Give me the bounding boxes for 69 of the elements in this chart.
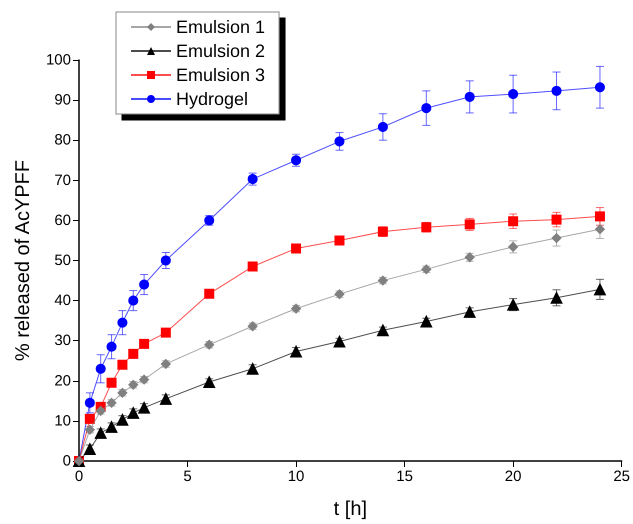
point [248,262,258,272]
point [594,82,605,92]
point [160,392,172,405]
point [464,306,476,318]
y-tick-label: 60 [54,212,71,229]
y-tick-label: 30 [54,332,71,350]
y-axis-title: % released of AcYPFF [12,160,34,362]
point [594,283,606,296]
legend-label: Emulsion 3 [176,65,266,85]
point [84,442,96,455]
point [139,280,150,290]
point [594,224,605,234]
point [291,243,302,254]
point [552,233,562,244]
x-tick-label: 25 [613,468,630,485]
point [84,398,95,408]
y-tick-label: 100 [46,52,71,68]
point [508,89,518,100]
point [128,296,138,306]
point [84,414,95,424]
y-tick-label: 20 [54,372,71,390]
point [378,122,388,132]
legend-label: Emulsion 2 [176,41,266,61]
legend-label: Emulsion 1 [176,17,266,37]
point [334,235,344,246]
point [552,86,562,96]
y-tick-label: 70 [54,172,71,189]
x-tick-label: 15 [396,468,413,485]
point [594,211,605,222]
y-tick-label: 50 [54,252,71,269]
point [246,362,259,375]
x-tick-label: 0 [74,468,84,485]
x-tick-label: 20 [504,468,522,485]
point [464,92,475,102]
point [334,136,344,146]
point [160,256,171,266]
point [203,376,216,388]
point [106,378,117,388]
point [552,214,562,225]
y-tick-label: 10 [54,412,71,430]
point [117,318,128,328]
y-tick-label: 40 [54,292,71,310]
point [550,292,563,304]
point [94,426,107,439]
point [116,414,128,426]
point [96,364,106,374]
point [106,420,118,433]
point [333,336,346,348]
point [421,103,432,114]
y-tick-label: 80 [54,132,71,149]
point [204,288,214,299]
x-tick-label: 10 [288,468,304,485]
point [127,406,140,419]
point [508,216,518,226]
point [376,324,389,336]
x-tick-label: 5 [183,468,192,485]
x-axis-title: t [h] [334,498,368,520]
point [138,402,150,414]
y-tick-label: 90 [54,92,71,109]
point [117,360,128,370]
point [106,342,117,352]
point [139,338,150,349]
point [420,315,432,328]
point [160,328,171,338]
legend-label: Hydrogel [176,89,248,109]
y-tick-label: 0 [62,452,71,470]
point [96,406,106,416]
point [290,346,302,358]
point [128,348,138,359]
